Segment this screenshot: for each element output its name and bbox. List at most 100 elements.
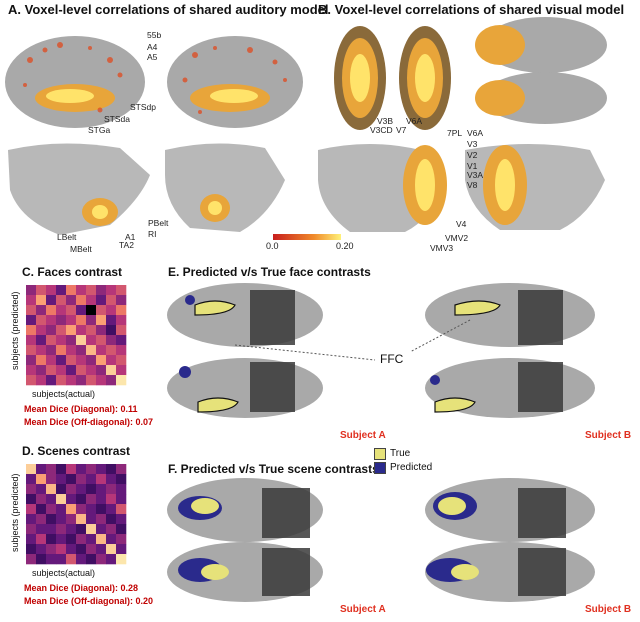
heatmap-cell [46,375,57,386]
colorbar-max: 0.20 [336,241,354,251]
legend-true-label: True [390,448,411,459]
brain-lateral-right [167,36,303,128]
heatmap-cell [116,345,127,356]
face-subject-b-label: Subject B [585,430,632,441]
heatmap-cell [46,514,57,525]
scene-true-b-bottom [451,564,479,580]
flat-auditory-right-core [208,201,222,215]
heatmap-cell [36,544,47,555]
panel-c-title: C. Faces contrast [22,265,123,279]
heatmap-cell [56,514,67,525]
heatmap-cell [46,365,57,376]
ffc-label: FFC [380,352,404,366]
face-a-medial-wall-bottom [250,362,295,412]
heatmap-cell [96,514,107,525]
heatmap-cell [116,305,127,316]
auditory-core-right [210,89,258,103]
heatmap-cell [106,375,117,386]
heatmap-cell [76,464,87,475]
heatmap-cell [66,285,77,296]
face-b-medial-wall-top [518,290,563,345]
heatmap-cell [26,514,37,525]
heatmap-cell [36,285,47,296]
heatmap-cell [26,524,37,535]
heatmap-cell [86,295,97,306]
heatmap-cell [26,544,37,555]
legend-pred-label: Predicted [390,462,433,473]
heatmap-cell [66,494,77,505]
heatmap-cell [56,315,67,326]
heatmap-cell [86,345,97,356]
panel-c-dice-off: Mean Dice (Off-diagonal): 0.07 [24,417,154,427]
face-subject-a-label: Subject A [340,430,386,441]
panel-c-dice-diag: Mean Dice (Diagonal): 0.11 [24,404,138,414]
heatmap-cell [46,305,57,316]
heatmap-cell [46,464,57,475]
label-pbelt: PBelt [148,218,169,228]
heatmap-cell [116,295,127,306]
heatmap-cell [116,335,127,346]
scene-subject-b-label: Subject B [585,604,632,615]
heatmap-cell [76,534,87,545]
heatmap-cell [86,355,97,366]
flat-visual-right-core [495,159,515,211]
heatmap-cell [66,544,77,555]
label-stga: STGa [88,125,111,135]
heatmap-cell [46,474,57,485]
visual-lateral-hot-top [475,25,525,65]
heatmap-cell [116,325,127,336]
heatmap-cell [36,474,47,485]
heatmap-cell [46,345,57,356]
heatmap-cell [106,484,117,495]
scene-a-medial-wall-bottom [262,548,310,596]
heatmap-cell [96,285,107,296]
label-lbelt: LBelt [57,232,77,242]
heatmap-cell [86,325,97,336]
heatmap-cell [26,534,37,545]
heatmap-cell [116,514,127,525]
heatmap-cell [116,355,127,366]
heatmap-cell [26,305,37,316]
heatmap-cell [56,484,67,495]
label-ta2: TA2 [119,240,134,250]
heatmap-cell [36,355,47,366]
visual-lateral-hot-bottom [475,80,525,116]
label-7pl: 7PL [447,128,463,138]
panel-b-title: B. Voxel-level correlations of shared vi… [318,2,625,17]
label-mbelt: MBelt [70,244,92,254]
heatmap-cell [86,464,97,475]
heatmap-cell [96,524,107,535]
heatmap-cell [86,484,97,495]
heatmap-cell [66,514,77,525]
heatmap-cell [96,554,107,565]
heatmap-cell [86,285,97,296]
heatmap-cell [36,345,47,356]
heatmap-cell [26,315,37,326]
heatmap-cell [116,504,127,515]
label-v3cd: V3CD [370,125,393,135]
heatmap-cell [76,305,87,316]
heatmap-cell [96,544,107,555]
ffc-outline-b-top [454,300,501,316]
heatmap-cell [116,544,127,555]
heatmap-cell [86,365,97,376]
heatmap-cell [86,335,97,346]
panel-d-title: D. Scenes contrast [22,444,131,458]
heatmap-cell [76,554,87,565]
scene-true-b-top [438,497,466,515]
flat-visual-left-core [415,159,435,211]
heatmap-cell [56,504,67,515]
heatmap-cell [26,484,37,495]
heatmap-cell [56,464,67,475]
heatmap-cell [76,484,87,495]
ffc-outline-a-top [194,300,236,316]
heatmap-cell [116,494,127,505]
heatmap-cell [56,494,67,505]
heatmap-cell [116,554,127,565]
heatmap-cell [26,345,37,356]
label-stsdp: STSdp [130,102,156,112]
scene-b-medial-wall-bottom [518,548,566,596]
heatmap-cell [106,285,117,296]
heat-speckle-a [23,42,287,114]
heatmap-cell [76,335,87,346]
